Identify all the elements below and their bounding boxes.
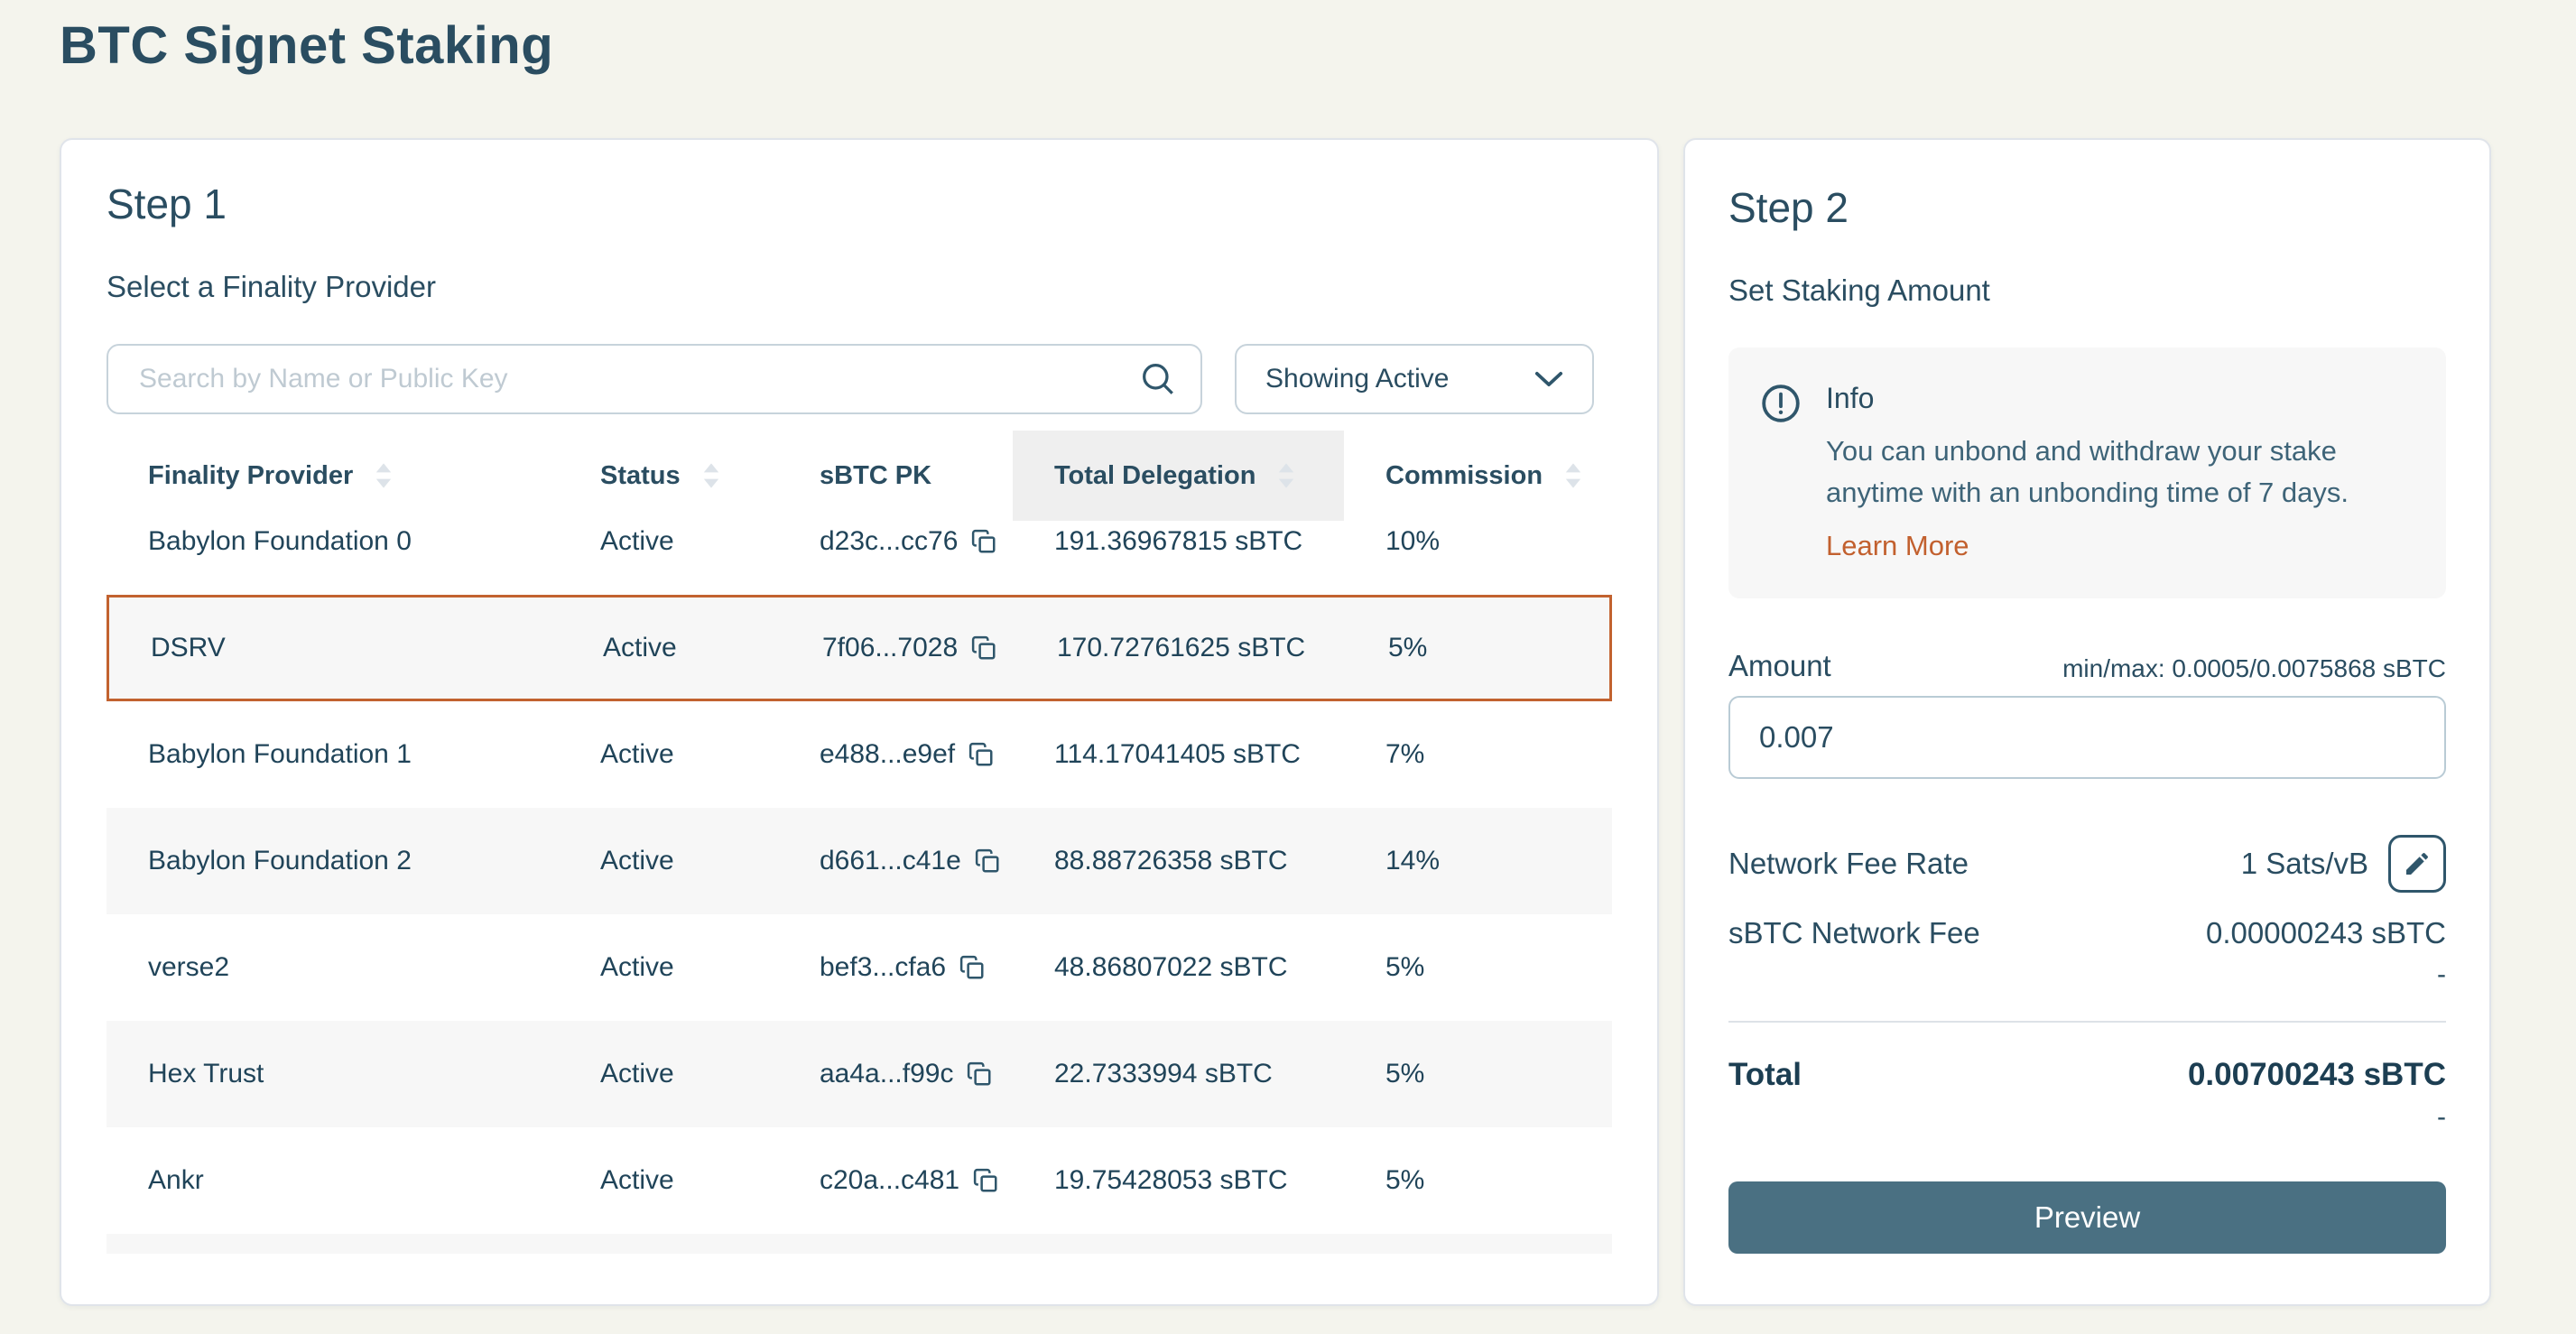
step1-heading: Step 1: [107, 181, 227, 227]
info-icon: [1759, 382, 1802, 562]
info-body: You can unbond and withdraw your stake a…: [1826, 435, 2349, 508]
sort-icon: [1565, 463, 1581, 488]
copy-pk-icon[interactable]: [970, 635, 997, 662]
sbtc-network-fee-secondary: -: [2437, 959, 2446, 989]
table-row-babylon-foundation-0[interactable]: Babylon Foundation 0 Active d23c...cc76 …: [107, 521, 1612, 595]
network-fee-rate-label: Network Fee Rate: [1728, 847, 1969, 880]
step1-subheading: Select a Finality Provider: [107, 270, 436, 303]
table-row-verse2[interactable]: verse2 Active bef3...cfa6 48.86807022 sB…: [107, 914, 1612, 1021]
step1-card: Step 1 Select a Finality Provider Showin…: [60, 138, 1659, 1306]
table-row-ankr[interactable]: Ankr Active c20a...c481 19.75428053 sBTC…: [107, 1127, 1612, 1234]
search-icon[interactable]: [1137, 358, 1179, 400]
status-filter-value: Showing Active: [1265, 364, 1450, 394]
column-header-status[interactable]: Status: [559, 431, 778, 521]
column-header-sbtc-pk[interactable]: sBTC PK: [820, 460, 932, 490]
table-row-partial[interactable]: [107, 1234, 1612, 1254]
network-fee-rate-value: 1 Sats/vB: [2240, 847, 2368, 880]
learn-more-link[interactable]: Learn More: [1826, 530, 1969, 561]
copy-pk-icon[interactable]: [968, 741, 995, 768]
status-filter-dropdown[interactable]: Showing Active: [1235, 344, 1594, 414]
info-title: Info: [1826, 382, 1875, 414]
amount-label: Amount: [1728, 649, 1831, 682]
info-box: Info You can unbond and withdraw your st…: [1728, 347, 2446, 598]
amount-minmax: min/max: 0.0005/0.0075868 sBTC: [2062, 654, 2446, 682]
copy-pk-icon[interactable]: [959, 954, 986, 981]
total-label: Total: [1728, 1057, 1802, 1092]
sort-icon: [703, 463, 718, 488]
fee-section: Network Fee Rate 1 Sats/vB sBTC Network …: [1728, 835, 2446, 1133]
table-row-dsrv-selected[interactable]: DSRV Active 7f06...7028 170.72761625 sBT…: [107, 595, 1612, 701]
sbtc-network-fee-row: sBTC Network Fee 0.00000243 sBTC: [1728, 916, 2446, 950]
edit-fee-rate-button[interactable]: [2388, 835, 2446, 893]
page-title: BTC Signet Staking: [60, 16, 554, 75]
sbtc-network-fee-value: 0.00000243 sBTC: [2205, 916, 2446, 950]
preview-button[interactable]: Preview: [1728, 1181, 2446, 1254]
total-value: 0.00700243 sBTC: [2187, 1057, 2446, 1092]
chevron-down-icon: [1534, 371, 1563, 388]
table-body: Babylon Foundation 0 Active d23c...cc76 …: [107, 521, 1612, 1254]
total-secondary: -: [2437, 1102, 2446, 1132]
step2-subheading: Set Staking Amount: [1728, 273, 1990, 307]
table-header-row: Finality Provider Status sBTC PK Total D…: [107, 431, 1612, 521]
column-header-commission[interactable]: Commission: [1344, 431, 1616, 521]
table-row-hex-trust[interactable]: Hex Trust Active aa4a...f99c 22.7333994 …: [107, 1021, 1612, 1127]
search-box: [107, 344, 1202, 414]
copy-pk-icon[interactable]: [970, 528, 997, 555]
sort-icon: [1279, 463, 1294, 488]
divider: [1728, 1021, 2446, 1023]
copy-pk-icon[interactable]: [972, 1167, 999, 1194]
copy-pk-icon[interactable]: [966, 1061, 993, 1088]
copy-pk-icon[interactable]: [974, 848, 1001, 875]
column-header-total-delegation[interactable]: Total Delegation: [1013, 431, 1344, 521]
table-row-babylon-foundation-2[interactable]: Babylon Foundation 2 Active d661...c41e …: [107, 808, 1612, 914]
search-filter-row: Showing Active: [107, 344, 1612, 414]
table-row-babylon-foundation-1[interactable]: Babylon Foundation 1 Active e488...e9ef …: [107, 701, 1612, 808]
sort-icon: [376, 463, 392, 488]
sbtc-network-fee-label: sBTC Network Fee: [1728, 916, 1980, 950]
amount-row: Amount min/max: 0.0005/0.0075868 sBTC: [1728, 649, 2446, 683]
amount-input[interactable]: [1728, 696, 2446, 779]
step2-heading: Step 2: [1728, 184, 1849, 231]
pencil-icon: [2406, 853, 2428, 875]
finality-provider-table: Finality Provider Status sBTC PK Total D…: [107, 431, 1612, 1254]
search-input[interactable]: [107, 344, 1202, 414]
column-header-finality-provider[interactable]: Finality Provider: [107, 431, 559, 521]
step2-card: Step 2 Set Staking Amount Info You can u…: [1683, 138, 2491, 1306]
info-content: Info You can unbond and withdraw your st…: [1826, 380, 2415, 562]
network-fee-rate-row: Network Fee Rate 1 Sats/vB: [1728, 835, 2446, 893]
total-row: Total 0.00700243 sBTC: [1728, 1057, 2446, 1093]
